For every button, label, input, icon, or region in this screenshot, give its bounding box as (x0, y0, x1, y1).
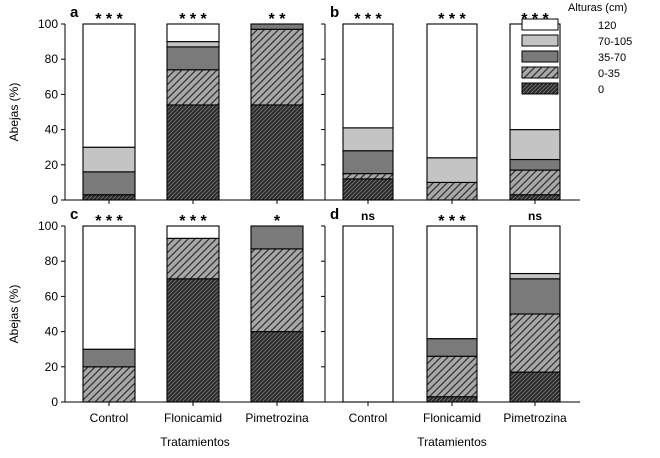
bar-segment-c-flonicamid-0-35 (166, 237, 220, 280)
bar-segment-a-flonicamid-120 (166, 23, 220, 43)
panel-a: a * * * * * * * * 0 20 40 60 80 100 (38, 4, 325, 207)
bar-segment-c-pimetrozina-0 (250, 331, 304, 403)
x-tick-label-c-control: Control (90, 411, 129, 425)
y-tick-label-c-80: 80 (45, 254, 59, 268)
panel-c: c * * * Control * * * Flonicamid * Pimetrozina… (38, 206, 325, 425)
legend-items: 120 70-105 35-70 0-35 0 (521, 18, 632, 96)
bar-segment-b-control-70-105 (342, 127, 394, 152)
bar-segment-a-control-35-70 (82, 171, 136, 196)
bar-segment-d-pimetrozina-0 (509, 371, 561, 403)
panel-letter-b: b (330, 4, 339, 21)
bar-segment-d-flonicamid-0-35 (426, 355, 478, 398)
bar-segment-c-control-35-70 (82, 348, 136, 368)
y-axis-label-top: Abejas (%) (7, 83, 21, 142)
x-tick-label-c-pimetrozina: Pimetrozina (245, 411, 309, 425)
y-tick-label-a-40: 40 (45, 123, 59, 137)
bar-segment-b-control-0 (342, 178, 394, 201)
legend-title: Alturas (cm) (568, 2, 627, 14)
significance-label-b-control: * * * (354, 11, 382, 28)
bar-segment-a-pimetrozina-0 (250, 104, 304, 201)
bar-segment-a-flonicamid-0-35 (166, 69, 220, 106)
y-tick-label-c-100: 100 (38, 219, 58, 233)
y-tick-label-a-60: 60 (45, 87, 59, 101)
bar-segment-b-control-0-35 (342, 173, 394, 180)
bar-segment-d-control-120 (342, 225, 394, 403)
legend-label-0-35: 0-35 (598, 68, 620, 80)
significance-label-c-control: * * * (95, 213, 123, 230)
bar-segment-b-flonicamid-70-105 (426, 157, 478, 183)
bar-segment-a-flonicamid-35-70 (166, 46, 220, 71)
bar-segment-b-pimetrozina-0 (509, 194, 561, 201)
legend-label-0: 0 (598, 84, 604, 96)
x-axis-label-left: Tratamientos (160, 435, 230, 449)
legend-label-70-105: 70-105 (598, 36, 632, 48)
bar-segment-c-control-0-35 (82, 366, 136, 403)
x-tick-label-d-flonicamid: Flonicamid (423, 411, 481, 425)
bar-segment-d-pimetrozina-0-35 (509, 313, 561, 373)
bar-segment-a-pimetrozina-0-35 (250, 28, 304, 106)
bar-segment-c-pimetrozina-0-35 (250, 248, 304, 333)
bar-segment-a-control-70-105 (82, 146, 136, 173)
significance-label-a-control: * * * (95, 11, 123, 28)
legend-label-35-70: 35-70 (598, 52, 626, 64)
bar-segment-a-flonicamid-0 (166, 104, 220, 201)
x-tick-label-d-pimetrozina: Pimetrozina (503, 411, 567, 425)
bar-segment-d-flonicamid-35-70 (426, 338, 478, 357)
legend-swatch-120 (521, 18, 559, 31)
legend-label-120: 120 (598, 20, 616, 32)
bar-segment-a-flonicamid-70-105 (166, 41, 220, 48)
x-axis-label-right: Tratamientos (417, 435, 487, 449)
y-tick-label-a-100: 100 (38, 17, 58, 31)
legend-swatch-0 (521, 82, 559, 95)
bar-segment-c-pimetrozina-35-70 (250, 225, 304, 250)
bar-segment-b-control-120 (342, 23, 394, 129)
legend-swatch-70-105 (521, 34, 559, 47)
bar-segment-d-pimetrozina-35-70 (509, 278, 561, 315)
bar-segment-b-pimetrozina-70-105 (509, 129, 561, 161)
y-tick-label-a-0: 0 (51, 193, 58, 207)
bar-segment-d-flonicamid-120 (426, 225, 478, 340)
legend: Alturas (cm) 120 70-105 35-70 0-35 0 (521, 2, 632, 96)
significance-label-c-pimetrozina: * (274, 213, 281, 230)
bar-segment-d-flonicamid-0 (426, 396, 478, 403)
legend-swatch-0-35 (521, 66, 559, 79)
bar-segment-c-flonicamid-0 (166, 278, 220, 403)
bar-segment-a-pimetrozina-35-70 (250, 23, 304, 30)
x-tick-label-d-control: Control (349, 411, 388, 425)
bar-segment-b-control-35-70 (342, 150, 394, 175)
bar-segment-b-pimetrozina-35-70 (509, 158, 561, 171)
y-axis-label-bottom: Abejas (%) (7, 285, 21, 344)
significance-label-b-flonicamid: * * * (438, 11, 466, 28)
panel-letter-c: c (70, 206, 78, 223)
bar-segment-c-control-120 (82, 225, 136, 350)
bar-segment-c-flonicamid-120 (166, 225, 220, 239)
bar-segment-b-pimetrozina-0-35 (509, 169, 561, 196)
significance-label-d-flonicamid: * * * (438, 213, 466, 230)
y-tick-label-c-20: 20 (45, 360, 59, 374)
bar-segment-d-pimetrozina-120 (509, 225, 561, 275)
x-tick-label-c-flonicamid: Flonicamid (164, 411, 222, 425)
y-tick-label-c-0: 0 (51, 395, 58, 409)
significance-label-d-pimetrozina: ns (528, 209, 542, 223)
bar-segment-a-control-120 (82, 23, 136, 148)
bar-segment-d-pimetrozina-70-105 (509, 272, 561, 280)
bar-segment-b-flonicamid-0-35 (426, 181, 478, 201)
panel-letter-d: d (330, 206, 339, 223)
significance-label-a-flonicamid: * * * (179, 11, 207, 28)
panel-letter-a: a (70, 4, 79, 21)
panels-group: a * * * * * * * * 0 20 40 60 80 100 b * * * * * * * *… (38, 4, 580, 425)
significance-label-a-pimetrozina: * * (269, 11, 287, 28)
panel-b: b* * ** * ** * * (321, 4, 580, 204)
panel-d: d ns Control * * * Flonicamid ns Pimetrozina (321, 206, 580, 425)
bar-segment-a-control-0 (82, 194, 136, 201)
significance-label-c-flonicamid: * * * (179, 213, 207, 230)
y-tick-label-a-80: 80 (45, 52, 59, 66)
y-tick-label-a-20: 20 (45, 158, 59, 172)
significance-label-d-control: ns (361, 209, 375, 223)
legend-swatch-35-70 (521, 50, 559, 63)
y-tick-label-c-40: 40 (45, 325, 59, 339)
y-tick-label-c-60: 60 (45, 289, 59, 303)
bar-segment-b-flonicamid-120 (426, 23, 478, 159)
